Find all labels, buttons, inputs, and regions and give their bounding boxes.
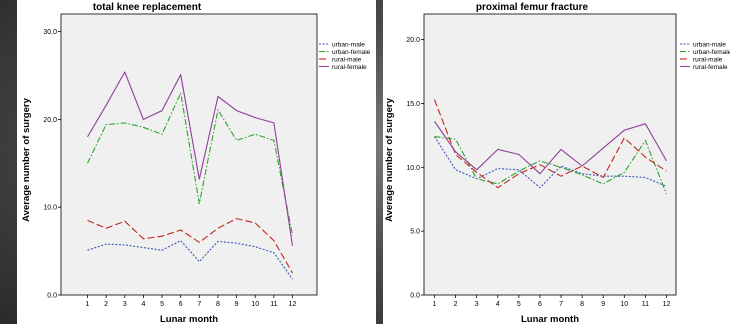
x-tick-label: 4	[496, 301, 500, 308]
x-tick-label: 8	[580, 301, 584, 308]
x-tick-label: 1	[433, 301, 437, 308]
chart-title: proximal femur fracture	[476, 2, 589, 13]
x-tick-label: 3	[475, 301, 479, 308]
y-tick-label: 0.0	[47, 293, 57, 300]
legend-label: urban-male	[693, 41, 726, 48]
series-line-urban-female	[87, 92, 294, 236]
x-tick-label: 8	[216, 301, 220, 308]
x-tick-label: 1	[86, 301, 90, 308]
chart-title: total knee replacement	[93, 2, 202, 13]
x-tick-label: 11	[270, 301, 277, 308]
chart-panel-femur: proximal femur fracture Average number o…	[383, 0, 730, 324]
legend-label: urban-male	[332, 41, 365, 48]
series-line-rural-male	[87, 218, 293, 274]
y-tick-label: 0.0	[410, 293, 420, 300]
x-axis-label: Lunar month	[160, 314, 218, 324]
legend-label: rural-male	[332, 56, 362, 63]
x-axis-label: Lunar month	[521, 314, 579, 324]
y-tick-label: 30.0	[43, 29, 57, 36]
x-tick-label: 12	[289, 301, 297, 308]
x-tick-label: 10	[251, 301, 259, 308]
chart-knee: total knee replacement Average number of…	[21, 2, 371, 324]
x-tick-label: 6	[538, 301, 542, 308]
series-line-rural-male	[433, 99, 667, 189]
y-tick-label: 20.0	[406, 37, 420, 44]
x-tick-label: 4	[141, 301, 145, 308]
x-tick-label: 12	[663, 301, 671, 308]
x-tick-label: 9	[235, 301, 239, 308]
legend-label: rural-female	[332, 64, 367, 71]
legend-label: urban-female	[693, 49, 730, 56]
series-line-urban-male	[434, 136, 667, 189]
x-tick-label: 7	[559, 301, 563, 308]
x-tick-label: 11	[642, 301, 649, 308]
y-tick-label: 15.0	[406, 101, 420, 108]
y-tick-label: 20.0	[43, 117, 57, 124]
x-tick-label: 9	[601, 301, 605, 308]
y-tick-label: 10.0	[43, 205, 57, 212]
y-tick-label: 5.0	[410, 229, 420, 236]
plot-area	[60, 13, 318, 296]
x-tick-label: 10	[620, 301, 628, 308]
x-tick-label: 2	[104, 301, 108, 308]
x-tick-label: 6	[179, 301, 183, 308]
y-tick-label: 10.0	[406, 165, 420, 172]
y-axis-label: Average number of surgery	[21, 97, 32, 221]
legend-label: rural-female	[693, 64, 728, 71]
x-tick-label: 2	[454, 301, 458, 308]
x-tick-label: 7	[197, 301, 201, 308]
legend-label: urban-female	[332, 49, 371, 56]
x-tick-label: 3	[123, 301, 127, 308]
chart-femur: proximal femur fracture Average number o…	[384, 2, 730, 324]
plot-area	[423, 13, 677, 296]
series-line-urban-female	[434, 136, 668, 195]
series-line-rural-female	[87, 71, 294, 246]
legend-label: rural-male	[693, 56, 723, 63]
y-axis-label: Average number of surgery	[384, 97, 395, 221]
x-tick-label: 5	[517, 301, 521, 308]
chart-panel-knee: total knee replacement Average number of…	[17, 0, 376, 324]
x-tick-label: 5	[160, 301, 164, 308]
series-line-rural-female	[434, 120, 667, 175]
